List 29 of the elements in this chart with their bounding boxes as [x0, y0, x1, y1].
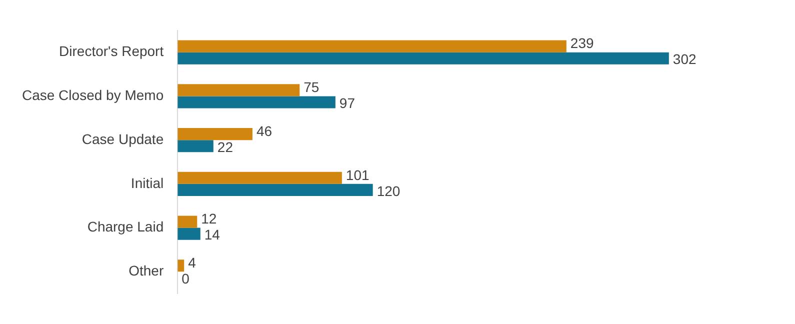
- bar: [178, 52, 669, 64]
- bar: [178, 96, 336, 108]
- data-label: 120: [376, 182, 400, 199]
- data-label: 12: [201, 210, 217, 227]
- data-label: 4: [188, 254, 196, 270]
- data-label: 22: [217, 138, 234, 155]
- bar: [178, 260, 184, 272]
- data-label: 0: [182, 270, 190, 287]
- bar: [178, 172, 342, 184]
- bar: [178, 184, 373, 196]
- data-label: 75: [304, 79, 320, 96]
- y-tick-label: Case Closed by Memo: [22, 87, 164, 104]
- y-tick-label: Initial: [130, 174, 164, 191]
- bar: [178, 40, 566, 52]
- bar: [178, 128, 252, 140]
- data-label: 97: [339, 95, 356, 112]
- data-label: 101: [346, 166, 370, 183]
- bar: [178, 228, 200, 240]
- y-tick-label: Charge Laid: [87, 218, 164, 235]
- y-tick-label: Director's Report: [59, 43, 164, 60]
- data-label: 239: [570, 35, 594, 52]
- data-label: 302: [672, 51, 696, 68]
- data-label: 46: [256, 122, 272, 139]
- bar: [178, 140, 214, 152]
- bar: [178, 216, 198, 228]
- bar: [178, 84, 300, 96]
- y-tick-label: Case Update: [82, 130, 164, 147]
- y-tick-label: Other: [128, 262, 164, 279]
- data-label: 14: [204, 226, 220, 243]
